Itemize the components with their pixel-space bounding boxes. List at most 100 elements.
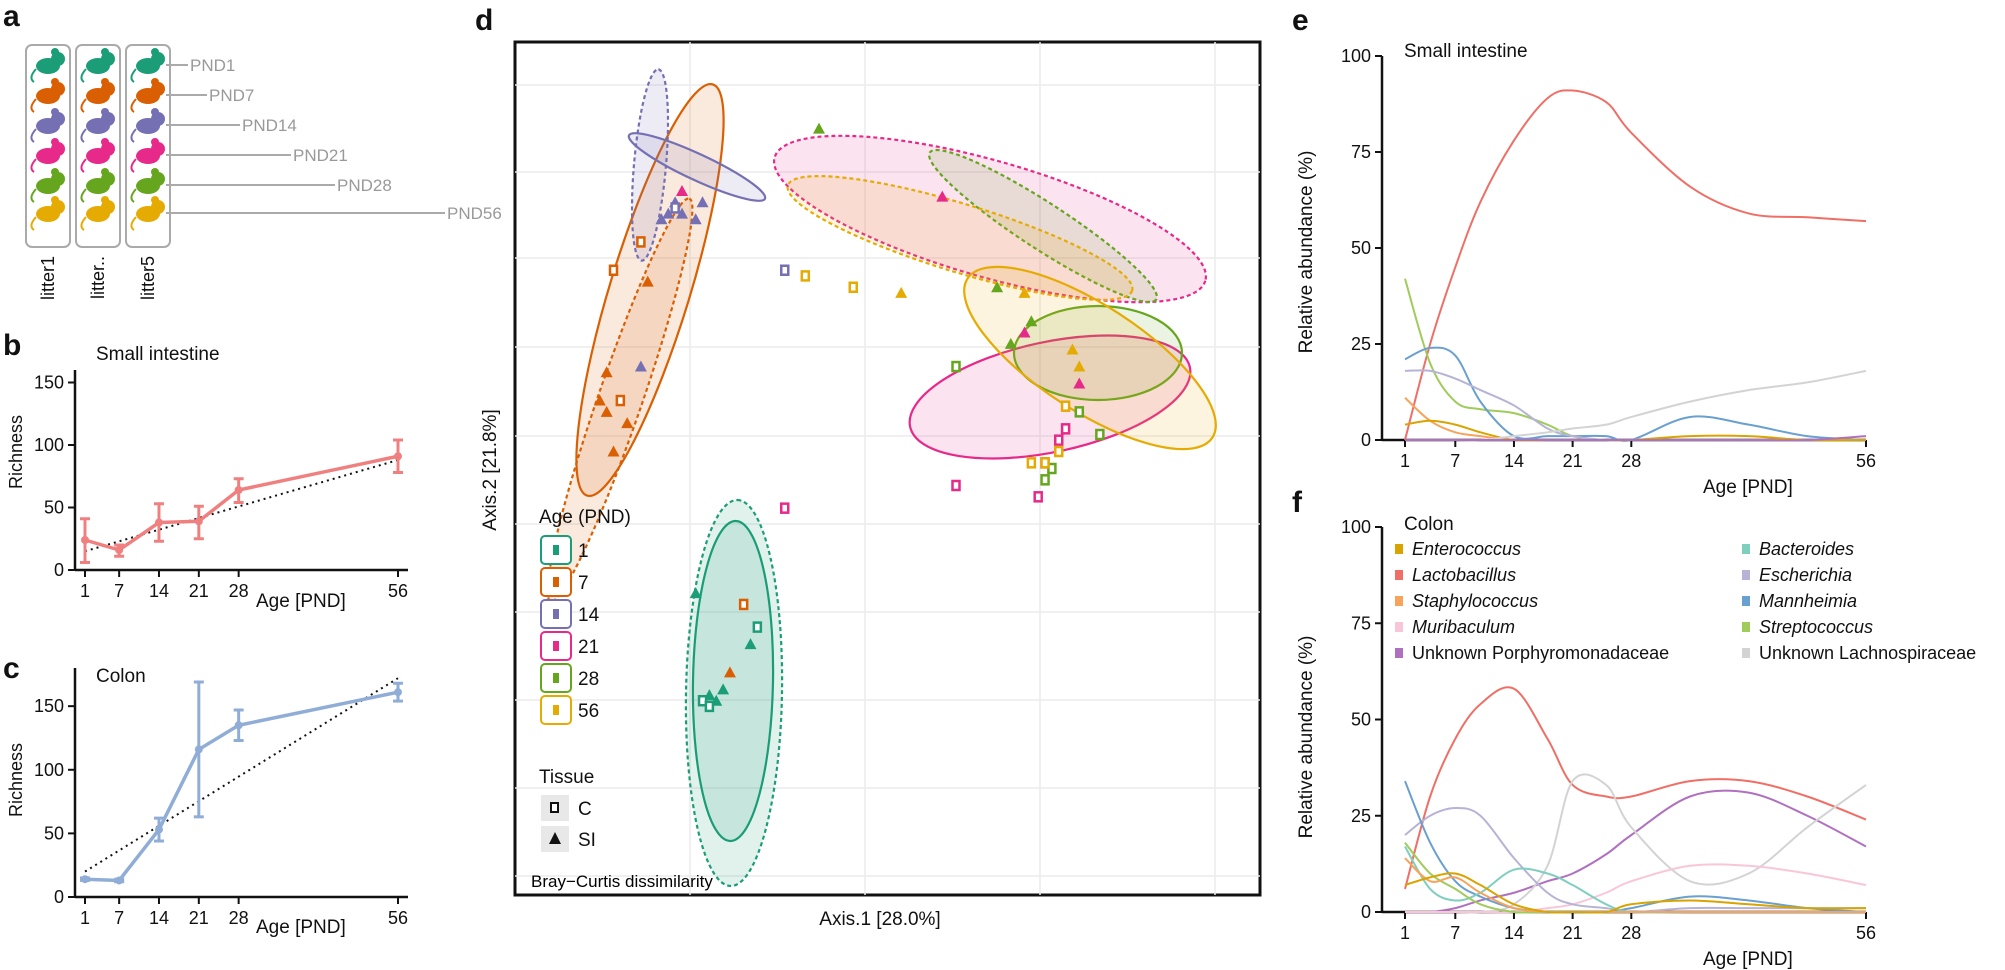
mouse-icon [130,138,165,173]
mouse-tail [130,216,137,231]
point-si-pnd7 [641,275,654,287]
chart-f-xtick-label: 1 [1400,923,1410,943]
data-point [81,875,89,884]
mouse-icon [130,196,165,231]
chart-b-xtick-label: 21 [189,581,209,601]
richness-line [84,690,399,883]
chart-f-ytick-label: 50 [1351,710,1371,730]
point-si-pnd14 [662,207,675,219]
pnd-label-7: PND7 [209,86,254,105]
chart-b-ytick-label: 0 [54,560,64,580]
panel-letter-e: e [1292,4,1309,37]
legend-glyph-tissue-si [549,832,561,844]
ordination-plot [513,40,1262,897]
pnd-label-1: PND1 [190,56,235,75]
legend-glyph-pnd14 [553,609,559,619]
chart-e-series-mannheimia [1404,346,1867,442]
legend-label-pnd14: 14 [578,605,600,626]
chart-b-plot: 0 50 100 150 1 7 14 21 28 56 [34,370,408,601]
point-si-pnd14 [689,213,702,225]
point-si-pnd28 [1025,315,1038,327]
mouse-tail [30,188,37,203]
point-si-pnd14 [634,360,647,372]
legend-age-title: Age (PND) [539,507,631,528]
chart-b-ytick-label: 100 [34,435,64,455]
data-point [194,517,203,526]
legend-glyph-pnd7 [553,577,559,587]
mouse-icon [80,138,115,173]
legend-glyph-pnd56 [553,705,559,715]
mouse-tail [30,158,37,173]
point-c-pnd1 [704,700,715,713]
chart-f-series-streptococcus [1404,842,1866,914]
chart-f-xtick-label: 28 [1621,923,1641,943]
richness-line [84,454,399,552]
mouse-icon [30,48,65,83]
panel-letter-d: d [475,4,493,37]
litter-box-3 [125,44,171,248]
point-c-pnd28 [1095,428,1105,441]
point-c-pnd56 [1054,445,1064,458]
chart-f-xtick-label: 56 [1856,923,1876,943]
point-si-pnd7 [621,417,634,429]
mouse-icon [80,196,115,231]
legend-label: Escherichia [1759,565,1852,585]
legend-glyph-tissue-c [550,802,559,813]
chart-f-xtick-label: 7 [1450,923,1460,943]
chart-f-ytick-label: 100 [1341,517,1371,537]
mouse-tail [30,98,37,113]
legend-label: Bacteroides [1759,539,1854,559]
chart-e-xtick-label: 28 [1621,451,1641,471]
ellipse-pnd28-si [927,148,1159,304]
mouse-ear [51,196,59,204]
chart-e-series-lactobacillus [1404,89,1867,441]
point-c-pnd56 [1040,457,1050,469]
chart-b-xtick-label: 56 [388,581,408,601]
chart-e-series-unknown-porphyromonadaceae [1405,435,1867,442]
point-si-pnd14 [676,207,688,219]
mouse-icon [130,78,165,113]
point-si-pnd1 [744,638,757,650]
chart-e-xtick-label: 1 [1400,451,1410,471]
legend-label-pnd1: 1 [578,541,589,562]
chart-b-xtick-label: 7 [114,581,124,601]
point-c-pnd14 [670,202,680,214]
ordination-legend: 1 7 14 21 28 56 C SI [540,535,600,852]
point-si-pnd56 [1018,286,1031,298]
mouse-tail [80,188,87,203]
chart-f-xlabel: Age [PND] [1703,949,1793,970]
chart-c-title: Colon [96,666,146,687]
mouse-ear [51,48,59,56]
mouse-tail [130,158,137,173]
data-point [234,486,243,494]
point-si-pnd28 [813,122,825,134]
panel-d: Axis.1 [28.0%] Axis.2 [21.8%] Bray−Curti… [480,40,1262,930]
data-point [394,452,402,461]
mouse-icon [130,48,165,83]
legend-swatch [1395,596,1403,606]
chart-e-ytick-label: 0 [1361,430,1371,450]
chart-f-xtick-label: 21 [1563,923,1583,943]
chart-e-ylabel: Relative abundance (%) [1296,151,1317,354]
mouse-icon [30,108,65,143]
pnd-label-21: PND21 [293,146,348,165]
data-point [154,825,163,834]
chart-b-title: Small intestine [96,344,220,365]
pnd-leader-lines [166,64,445,214]
chart-b-xtick-label: 28 [229,581,249,601]
chart-e-ytick-label: 25 [1351,334,1371,354]
chart-f-xtick-label: 14 [1504,923,1524,943]
panel-letter-c: c [3,652,20,685]
chart-f-ytick-label: 75 [1351,613,1371,633]
panel-e: Small intestine Relative abundance (%) A… [1296,41,1876,498]
legend-swatch [1395,622,1403,632]
chart-f-legend: Enterococcus Lactobacillus Staphylococcus M… [1395,539,1976,663]
mouse-icon [80,168,115,203]
mouse-tail [80,128,87,143]
chart-b-ytick-label: 50 [44,498,64,518]
chart-c-xtick-label: 1 [80,908,90,928]
mouse-icon-grid [30,48,165,231]
panel-letter-f: f [1292,486,1303,519]
chart-e-plot: 0 25 50 75 100 1 7 14 21 28 56 [1341,46,1876,471]
